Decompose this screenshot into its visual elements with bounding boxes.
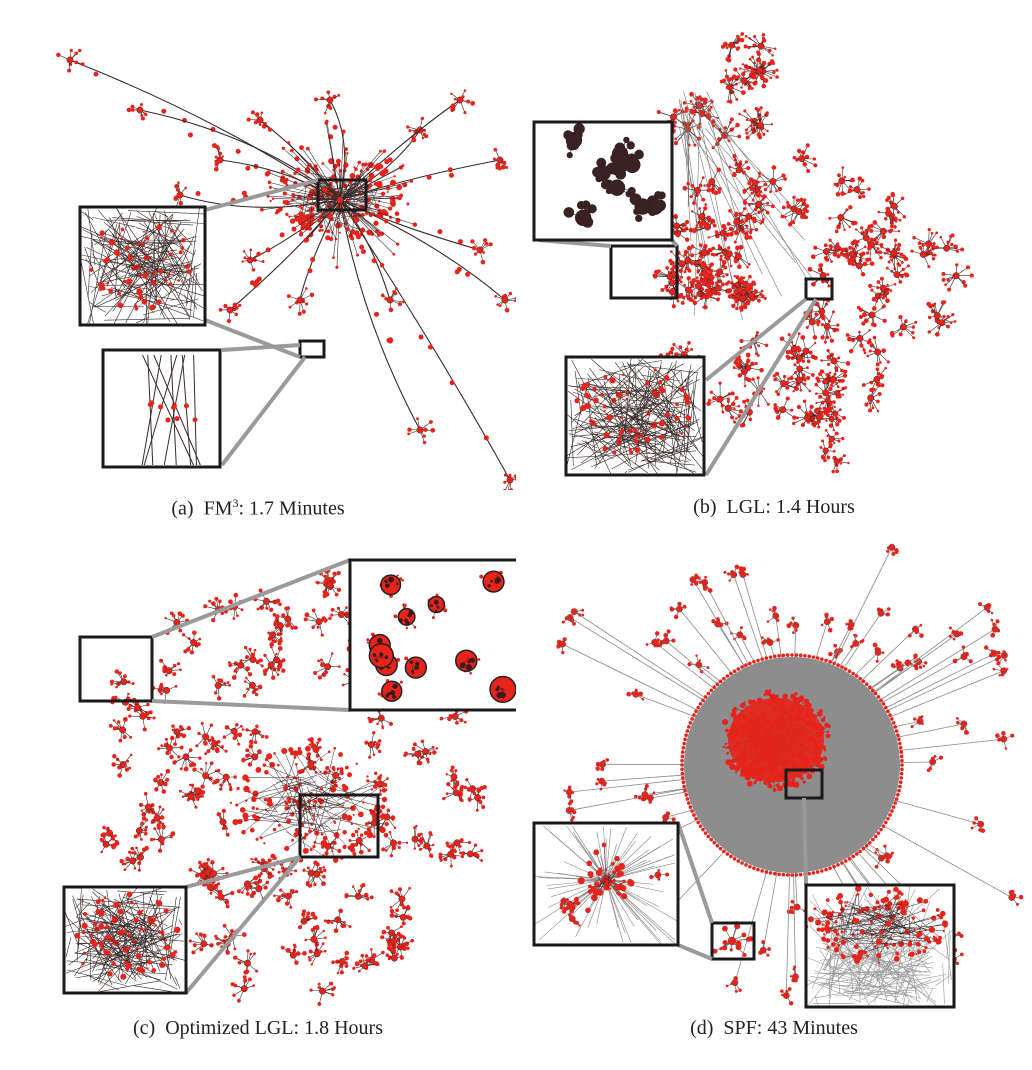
caption-b-tag: (b) <box>693 496 717 518</box>
caption-a: (a) FM3: 1.7 Minutes <box>0 496 516 521</box>
caption-d-method: SPF <box>723 1017 757 1039</box>
panel-a: (a) FM3: 1.7 Minutes <box>0 0 516 530</box>
graph-layout-spf <box>532 543 1024 1009</box>
caption-b-method: LGL <box>726 496 766 518</box>
network-b <box>532 32 974 477</box>
caption-c: (c) Optimized LGL: 1.8 Hours <box>0 1017 516 1040</box>
caption-c-method: Optimized LGL <box>165 1017 294 1039</box>
panel-b: (b) LGL: 1.4 Hours <box>516 0 1032 530</box>
graph-layout-optimized-lgl <box>62 558 516 1006</box>
caption-c-tag: (c) <box>133 1017 156 1039</box>
caption-b: (b) LGL: 1.4 Hours <box>516 496 1032 519</box>
panel-d: (d) SPF: 43 Minutes <box>516 535 1032 1070</box>
network-c <box>62 558 516 1006</box>
graph-layout-lgl <box>532 32 974 477</box>
caption-a-method: FM <box>203 497 233 520</box>
network-d <box>532 543 1024 1009</box>
caption-d-tag: (d) <box>690 1017 714 1039</box>
caption-c-time: : 1.8 Hours <box>293 1017 383 1039</box>
caption-b-time: : 1.4 Hours <box>765 496 855 518</box>
graph-layout-fm3 <box>56 48 516 490</box>
caption-d-time: : 43 Minutes <box>756 1017 858 1039</box>
caption-a-superscript: 3 <box>232 496 239 510</box>
network-a <box>56 48 516 490</box>
caption-a-time: : 1.7 Minutes <box>238 497 345 520</box>
panel-c: (c) Optimized LGL: 1.8 Hours <box>0 535 516 1070</box>
caption-d: (d) SPF: 43 Minutes <box>516 1017 1032 1040</box>
caption-a-tag: (a) <box>171 497 194 520</box>
